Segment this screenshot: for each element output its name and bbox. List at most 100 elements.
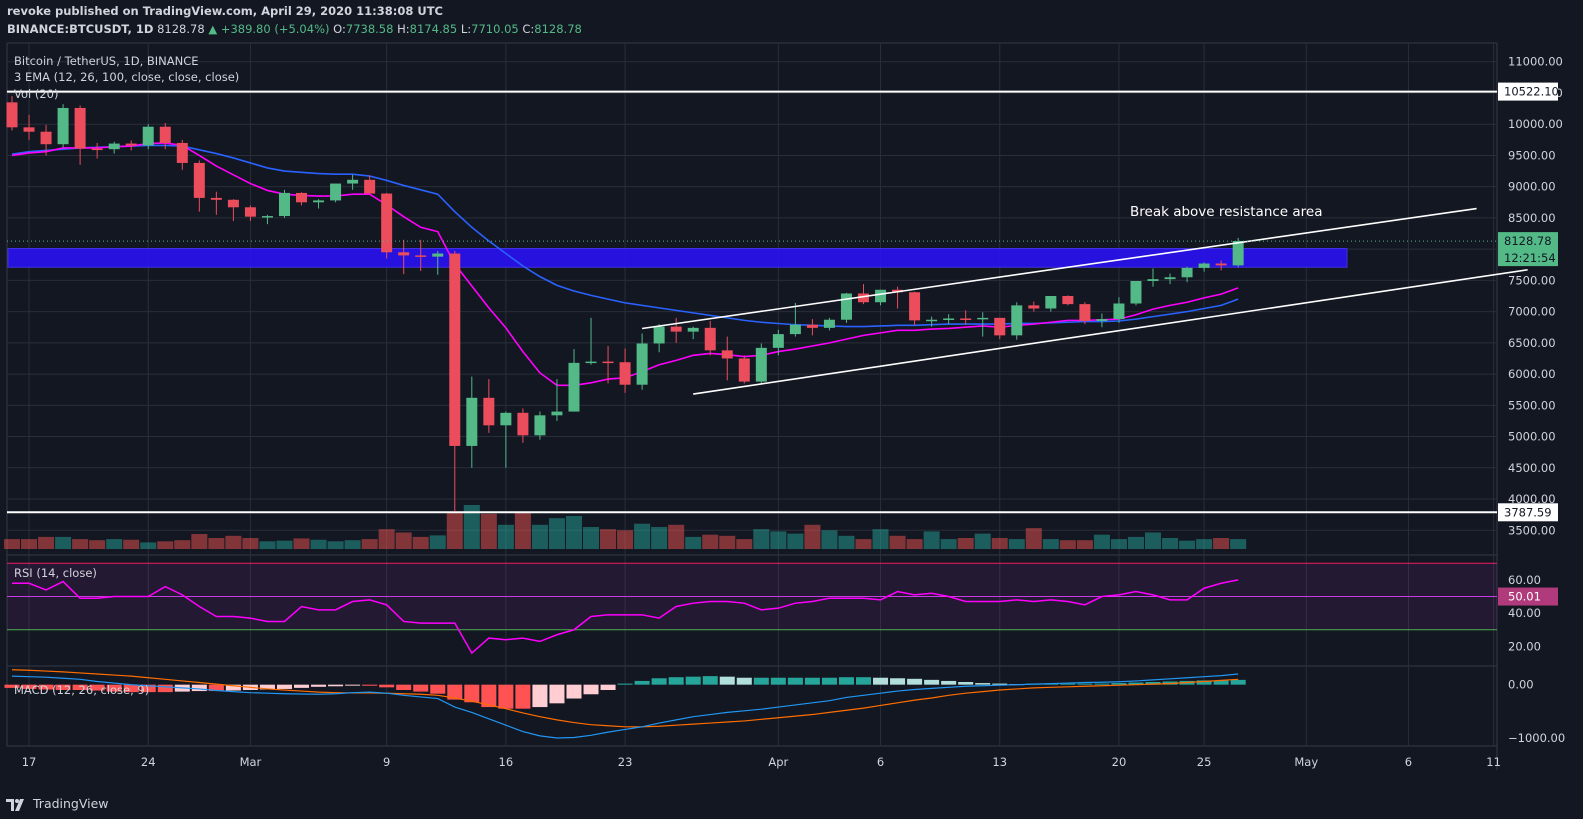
macd-histogram-bar: [668, 677, 684, 685]
last-price: 8128.78: [157, 22, 205, 36]
resistance-zone: [7, 248, 1348, 268]
countdown-label: 12:21:54: [1504, 251, 1556, 265]
macd-histogram-bar: [362, 684, 378, 686]
macd-histogram-bar: [328, 684, 344, 687]
candle-body: [772, 334, 784, 348]
volume-bar: [55, 536, 72, 549]
macd-histogram-bar: [72, 684, 88, 690]
price-tick-label: 7000.00: [1508, 305, 1556, 319]
rsi-tick-label: 40.00: [1508, 606, 1541, 620]
high-value: 8174.85: [409, 22, 458, 36]
candle-body: [415, 255, 427, 257]
candle-body: [313, 200, 325, 203]
symbol-label: BINANCE:BTCUSDT, 1D: [7, 22, 154, 36]
macd-histogram-bar: [600, 684, 616, 690]
macd-histogram-bar: [191, 684, 207, 692]
lower-channel-trendline: [693, 268, 1528, 395]
candle-body: [602, 361, 614, 364]
candle-body: [483, 397, 495, 426]
macd-histogram-bar: [259, 684, 275, 690]
candle-body: [91, 148, 103, 151]
open-value: 7738.58: [345, 22, 394, 36]
candle-body: [619, 362, 631, 385]
candle-body: [125, 143, 137, 146]
candle-body: [364, 179, 376, 194]
volume-bar: [225, 535, 242, 549]
volume-bar: [157, 541, 174, 549]
volume-bar: [106, 539, 123, 549]
candle-body: [500, 412, 512, 426]
macd-histogram-bar: [958, 682, 974, 685]
candle-body: [840, 293, 852, 320]
volume-bar: [804, 524, 821, 549]
macd-histogram-bar: [821, 677, 837, 685]
volume-bar: [344, 540, 361, 549]
price-tick-label: 6500.00: [1508, 336, 1556, 350]
x-tick-label: 6: [1405, 755, 1412, 769]
macd-histogram-bar: [481, 684, 497, 708]
price-change: ▲ +389.80 (+5.04%): [208, 22, 330, 36]
macd-legend[interactable]: MACD (12, 26, close, 9): [14, 683, 150, 697]
volume-bar: [991, 538, 1008, 549]
volume-bar: [89, 540, 106, 549]
candle-body: [1028, 305, 1040, 309]
macd-histogram-bar: [515, 684, 531, 709]
macd-histogram-bar: [38, 684, 54, 690]
volume-bar: [21, 539, 38, 549]
volume-bar: [821, 530, 838, 549]
macd-histogram-bar: [941, 680, 957, 685]
macd-tick-label: 0.00: [1508, 678, 1534, 692]
candle-body: [875, 289, 887, 303]
volume-legend[interactable]: Vol (20): [14, 87, 59, 101]
volume-bar: [1162, 538, 1179, 549]
candle-body: [960, 318, 972, 320]
rsi-tick-label: 20.00: [1508, 639, 1541, 653]
tradingview-footer[interactable]: TradingView: [6, 796, 109, 811]
macd-histogram-bar: [1213, 680, 1229, 685]
macd-histogram-bar: [804, 677, 820, 685]
low-value: 7710.05: [471, 22, 519, 36]
volume-bar: [923, 531, 940, 549]
candle-body: [1045, 296, 1057, 309]
volume-bar: [668, 524, 685, 549]
candle-body: [704, 327, 716, 351]
macd-histogram-bar: [123, 684, 139, 693]
macd-histogram-bar: [617, 683, 633, 685]
candle-body: [789, 324, 801, 335]
candle-body: [432, 253, 444, 257]
volume-bar: [753, 529, 770, 549]
macd-histogram-bar: [1094, 683, 1110, 685]
candle-body: [23, 127, 35, 132]
macd-histogram-bar: [634, 680, 650, 685]
x-tick-label: 25: [1197, 755, 1212, 769]
volume-bar: [276, 540, 293, 549]
volume-bar: [702, 534, 719, 549]
rsi-legend[interactable]: RSI (14, close): [14, 566, 97, 580]
candle-body: [74, 107, 86, 149]
ema-legend[interactable]: 3 EMA (12, 26, 100, close, close, close): [14, 70, 240, 84]
macd-histogram-bar: [873, 677, 889, 685]
volume-bar: [3, 539, 21, 549]
candle-body: [1147, 279, 1159, 282]
price-tick-label: 3500.00: [1508, 523, 1556, 537]
volume-bar: [463, 505, 480, 549]
candle-body: [1011, 305, 1023, 336]
macd-histogram-bar: [1145, 682, 1161, 685]
low-label: L:: [460, 22, 472, 36]
x-tick-label: 13: [992, 755, 1007, 769]
macd-histogram-bar: [447, 684, 463, 700]
upper-channel-trendline: [641, 207, 1477, 330]
ohlc-row: BINANCE:BTCUSDT, 1D 8128.78 ▲ +389.80 (+…: [7, 22, 582, 36]
volume-bar: [600, 529, 617, 549]
volume-bar: [634, 523, 651, 549]
candle-body: [398, 252, 410, 256]
macd-histogram-bar: [566, 684, 582, 699]
volume-bar: [651, 527, 668, 549]
volume-bar: [38, 536, 55, 549]
chart-title-legend[interactable]: Bitcoin / TetherUS, 1D, BINANCE: [14, 54, 199, 68]
tradingview-brand: TradingView: [33, 796, 109, 811]
tradingview-logo-icon: [6, 798, 24, 811]
candle-body: [176, 142, 188, 163]
volume-bar: [174, 540, 191, 549]
